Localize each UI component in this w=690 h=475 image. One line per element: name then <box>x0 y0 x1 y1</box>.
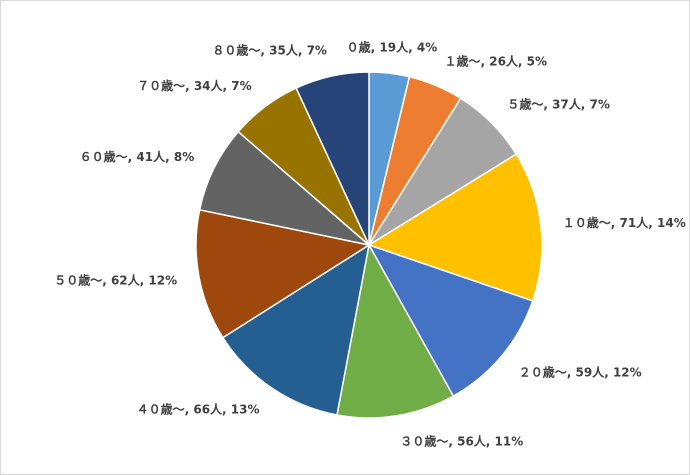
pie-slice <box>367 243 534 398</box>
label-separator: , <box>102 273 111 287</box>
label-percent: 12% <box>148 273 177 287</box>
label-category: ２０歳～ <box>519 364 567 379</box>
label-separator: , <box>371 40 380 54</box>
data-label: ８０歳～, 35人, 7% <box>212 42 327 57</box>
label-category: ０歳 <box>347 39 371 54</box>
label-separator: , <box>604 365 613 379</box>
label-separator: , <box>567 365 576 379</box>
label-percent: 12% <box>613 365 642 379</box>
label-percent: 7% <box>231 79 251 93</box>
label-separator: , <box>480 54 489 68</box>
data-label: ４０歳～, 66人, 13% <box>137 401 260 416</box>
label-separator: , <box>611 215 620 229</box>
label-category: ５０歳～ <box>54 272 102 287</box>
label-separator: , <box>222 402 231 416</box>
pie-slice <box>195 208 371 339</box>
label-category: ７０歳～ <box>137 78 185 93</box>
label-value: 35人 <box>269 42 299 57</box>
label-separator: , <box>140 273 149 287</box>
label-category: １歳～ <box>444 53 480 68</box>
label-value: 37人 <box>552 96 582 111</box>
label-value: 34人 <box>194 78 224 93</box>
data-label: ６０歳～, 41人, 8% <box>80 148 195 163</box>
label-separator: , <box>408 40 417 54</box>
label-separator: , <box>128 149 137 163</box>
pie-slice <box>221 243 371 416</box>
data-label: ３０歳～, 56人, 11% <box>400 433 523 448</box>
label-category: ８０歳～ <box>212 42 260 57</box>
label-separator: , <box>448 434 457 448</box>
label-value: 56人 <box>457 433 487 448</box>
label-percent: 7% <box>590 97 610 111</box>
label-percent: 14% <box>657 215 686 229</box>
pie-slice <box>198 130 372 247</box>
label-percent: 8% <box>174 149 194 163</box>
label-category: ４０歳～ <box>137 401 185 416</box>
data-label: ５０歳～, 62人, 12% <box>54 272 177 287</box>
label-percent: 13% <box>231 402 260 416</box>
label-percent: 5% <box>527 54 547 68</box>
pie-slice <box>336 242 455 419</box>
label-category: ６０歳～ <box>80 148 128 163</box>
label-separator: , <box>581 97 590 111</box>
label-separator: , <box>165 149 174 163</box>
pie-slice <box>367 153 543 302</box>
label-value: 26人 <box>489 53 519 68</box>
data-label: ０歳, 19人, 4% <box>347 39 438 54</box>
label-value: 66人 <box>193 401 223 416</box>
label-percent: 7% <box>307 43 327 57</box>
label-value: 71人 <box>620 214 650 229</box>
label-separator: , <box>543 97 552 111</box>
label-value: 59人 <box>575 364 605 379</box>
label-value: 19人 <box>379 39 409 54</box>
label-separator: , <box>298 43 307 57</box>
label-category: ５歳～ <box>507 96 543 111</box>
label-separator: , <box>260 43 269 57</box>
label-category: １０歳～ <box>563 214 611 229</box>
label-separator: , <box>648 215 657 229</box>
label-percent: 4% <box>417 40 437 54</box>
label-separator: , <box>185 402 194 416</box>
label-category: ３０歳～ <box>400 433 448 448</box>
label-separator: , <box>486 434 495 448</box>
label-value: 62人 <box>111 272 141 287</box>
label-separator: , <box>223 79 232 93</box>
data-label: ２０歳～, 59人, 12% <box>519 364 642 379</box>
label-percent: 11% <box>495 434 524 448</box>
data-label: ５歳～, 37人, 7% <box>507 96 610 111</box>
label-separator: , <box>518 54 527 68</box>
data-label: １歳～, 26人, 5% <box>444 53 547 68</box>
data-label: ７０歳～, 34人, 7% <box>137 78 252 93</box>
label-separator: , <box>185 79 194 93</box>
data-label: １０歳～, 71人, 14% <box>563 214 686 229</box>
pie-slice <box>295 71 370 246</box>
label-value: 41人 <box>136 148 166 163</box>
